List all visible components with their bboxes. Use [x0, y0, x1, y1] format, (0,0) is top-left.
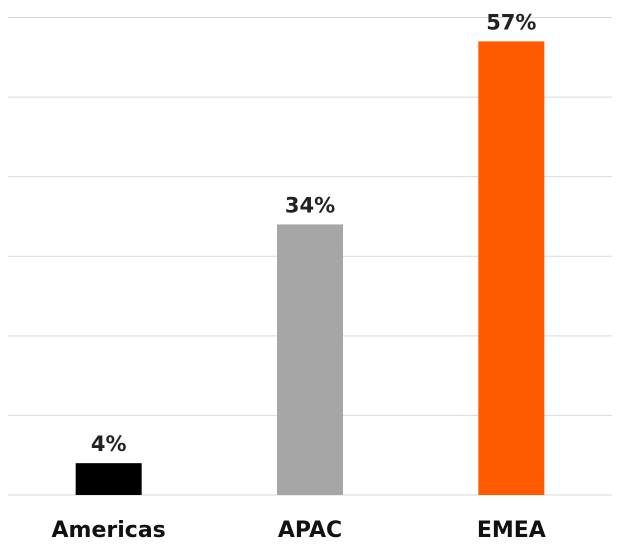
value-labels: 4% 34% 57%: [91, 10, 537, 456]
bar-emea: [478, 41, 545, 495]
value-label-apac: 34%: [285, 193, 335, 217]
category-label-emea: EMEA: [477, 518, 546, 543]
category-labels: Americas APAC EMEA: [52, 518, 546, 543]
bars: [75, 41, 545, 495]
bar-americas: [75, 463, 142, 495]
category-label-americas: Americas: [52, 518, 166, 543]
value-label-americas: 4%: [91, 432, 127, 456]
value-label-emea: 57%: [486, 10, 536, 34]
bar-apac: [277, 224, 343, 495]
category-label-apac: APAC: [278, 518, 342, 543]
